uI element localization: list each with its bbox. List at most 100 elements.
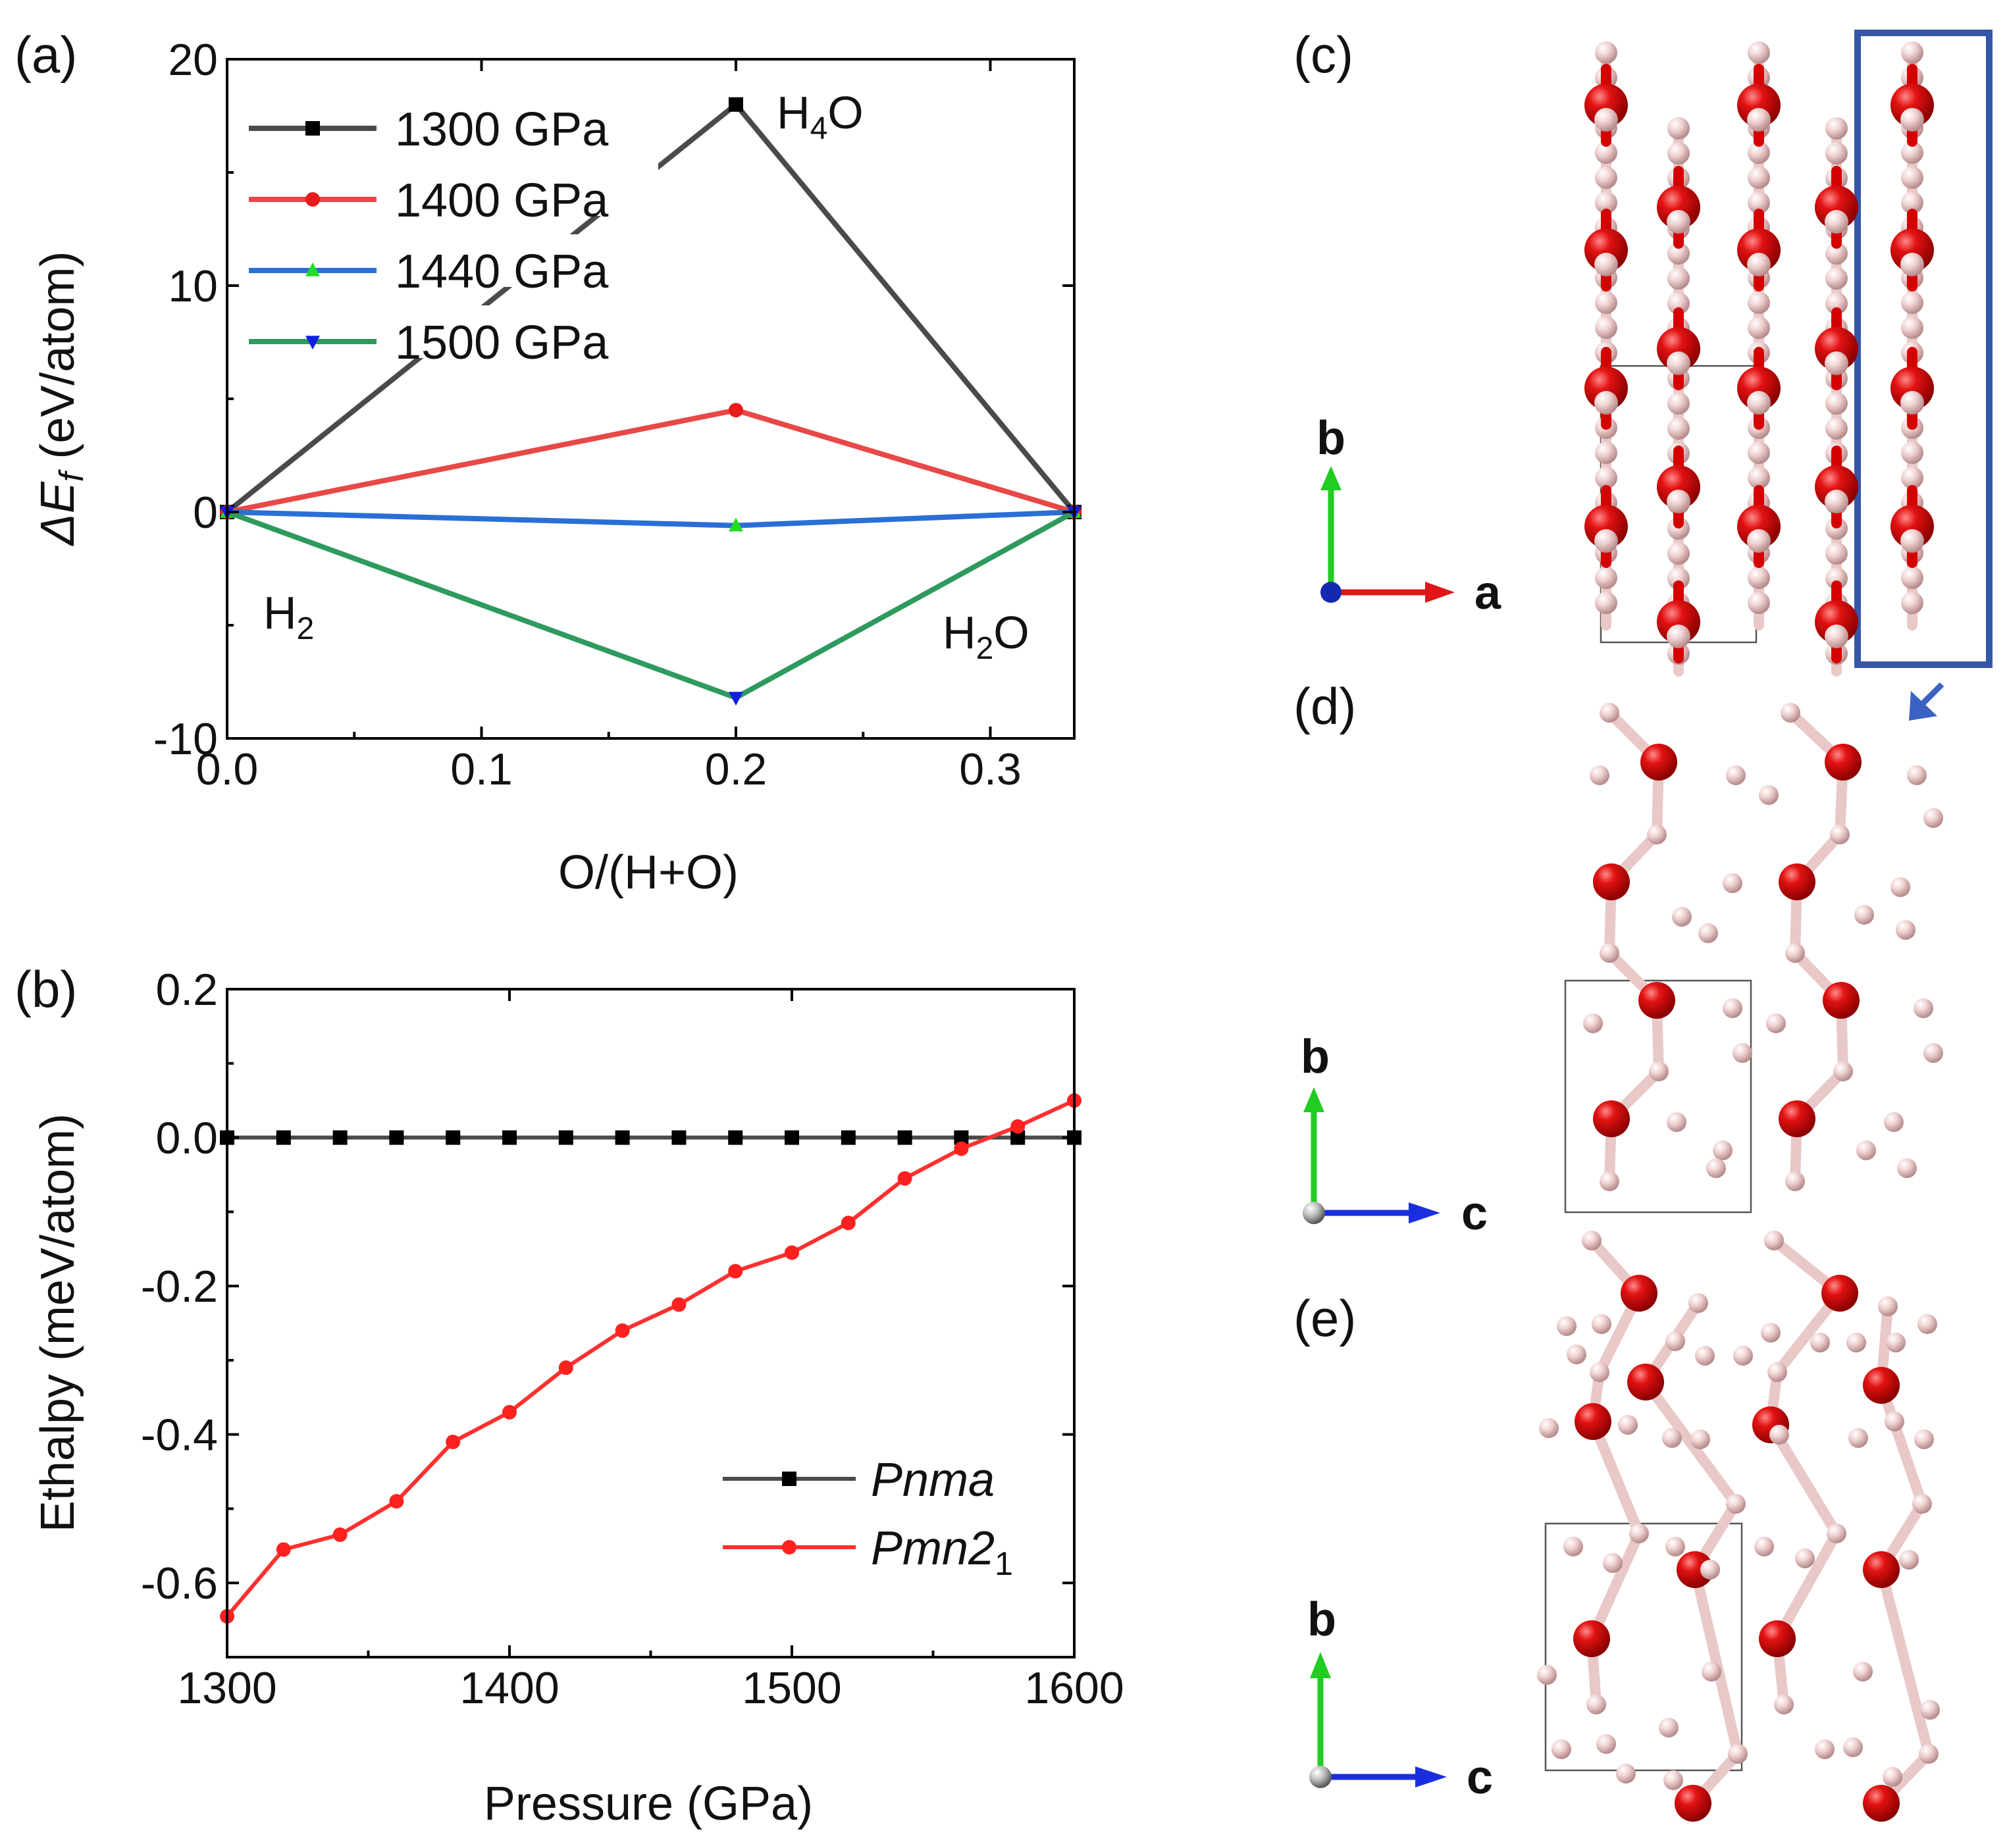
bond [1586, 1528, 1644, 1644]
hydrogen-atom [1748, 467, 1770, 489]
axis-origin-marker [1303, 1202, 1325, 1224]
data-point [615, 1323, 630, 1338]
oxygen-atom [1638, 982, 1675, 1019]
hydrogen-atom [1665, 1331, 1685, 1351]
hydrogen-atom [1594, 391, 1618, 415]
hydrogen-atom [1914, 1429, 1934, 1449]
hydrogen-atom [1825, 242, 1848, 265]
data-point [897, 1171, 912, 1186]
hydrogen-atom [1853, 1662, 1873, 1681]
y-tick-label: 0 [193, 488, 218, 538]
hydrogen-atom [1592, 1314, 1611, 1334]
hydrogen-atom [1785, 1171, 1805, 1191]
molecule-structure-e [1537, 1231, 1940, 1822]
hydrogen-atom [1901, 141, 1923, 164]
data-point [502, 1130, 517, 1145]
arrow-right-icon [1409, 1202, 1440, 1223]
axis-origin-marker [1320, 582, 1342, 603]
hydrogen-atom [1667, 625, 1690, 648]
series-line-3 [226, 509, 1076, 701]
hydrogen-atom [1748, 167, 1770, 189]
hydrogen-atom [1595, 467, 1617, 489]
hydrogen-atom [1595, 167, 1617, 189]
oxygen-atom [1821, 1275, 1858, 1312]
formula-annotation: H2 [263, 587, 314, 646]
unit-cell-box-d [1564, 979, 1752, 1214]
hydrogen-atom [1557, 1316, 1577, 1336]
hydrogen-atom [1665, 1537, 1685, 1556]
hydrogen-atom [1698, 923, 1718, 943]
hydrogen-atom [1900, 108, 1924, 132]
data-point [728, 692, 743, 706]
legend-marker [782, 1472, 796, 1486]
y-tick-label: -0.4 [141, 1410, 218, 1460]
data-point [446, 1130, 461, 1145]
hydrogen-atom [1825, 117, 1848, 140]
hydrogen-atom [1728, 1744, 1748, 1764]
hydrogen-atom [1649, 1062, 1669, 1081]
legend-bg [244, 163, 658, 216]
hydrogen-atom [1920, 1700, 1940, 1720]
legend-label: Pnma [871, 1454, 995, 1506]
arrow-right-icon [1425, 582, 1455, 603]
hydrogen-atom [1595, 141, 1617, 164]
chart-b-marks [220, 1093, 1082, 1624]
axis-label-d-horizontal: c [1461, 1187, 1488, 1240]
hydrogen-atom [1726, 765, 1746, 785]
hydrogen-atom [1748, 292, 1770, 314]
x-tick-label: 1500 [742, 1663, 841, 1713]
hydrogen-atom [1586, 1695, 1606, 1714]
hydrogen-atom [1667, 490, 1690, 513]
hydrogen-atom [1919, 1744, 1939, 1764]
chart-b-y-axis-label: Ethalpy (meV/atom) [32, 1114, 84, 1532]
unit-cell-box-e [1544, 1522, 1743, 1772]
hydrogen-atom [1667, 142, 1690, 165]
legend-label: 1500 GPa [395, 317, 609, 369]
arrow-right-icon [1415, 1766, 1447, 1787]
hydrogen-atom [1854, 905, 1874, 925]
bond [1690, 1564, 1743, 1759]
hydrogen-atom [1810, 1333, 1830, 1352]
hydrogen-atom [1767, 1362, 1787, 1382]
legend-marker [305, 121, 320, 136]
legend-bg [244, 234, 658, 287]
hydrogen-atom [1748, 442, 1770, 464]
hydrogen-atom [1629, 1524, 1649, 1543]
formula-annotation: H2O [943, 607, 1030, 666]
hydrogen-atom [1901, 467, 1923, 489]
chart-b-ticks: 1300 1400 1500 1600 0.2 0.0 -0.2 -0.4 -0.6 [141, 965, 1124, 1713]
hydrogen-atom [1907, 765, 1927, 785]
axes-triad-c: b a [1316, 412, 1501, 619]
hydrogen-atom [1567, 1345, 1586, 1364]
hydrogen-atom [1583, 1014, 1603, 1033]
molecule-structure-c [1584, 41, 1934, 677]
x-tick-label: 0.2 [705, 744, 768, 794]
data-point [332, 1130, 348, 1145]
legend-label: 1300 GPa [395, 103, 609, 156]
hydrogen-atom [1600, 943, 1619, 963]
hydrogen-atom [1901, 292, 1923, 314]
chart-a-x-axis-label: O/(H+O) [558, 846, 739, 899]
x-tick-label: 0.1 [450, 744, 513, 794]
chart-a-annotations: H4O H2 H2O [263, 87, 1030, 666]
oxygen-atom [1677, 1551, 1713, 1588]
hydrogen-atom [1747, 529, 1771, 553]
panel-label-c: (c) [1293, 26, 1353, 84]
hydrogen-atom [1825, 392, 1848, 415]
oxygen-atom [1621, 1275, 1657, 1312]
hydrogen-atom [1901, 442, 1923, 464]
legend-marker [305, 336, 320, 350]
hydrogen-atom [1885, 1412, 1904, 1431]
hydrogen-atom [1618, 1415, 1638, 1435]
hydrogen-atom [1901, 192, 1923, 214]
hydrogen-atom [1748, 567, 1770, 589]
formula-annotation: H4O [777, 87, 864, 146]
data-point [954, 1130, 969, 1145]
hydrogen-atom [1596, 1734, 1616, 1754]
data-point [954, 1141, 969, 1156]
oxygen-atom [1863, 1785, 1900, 1822]
hydrogen-atom [1825, 625, 1848, 648]
hydrogen-atom [1827, 1524, 1846, 1543]
hydrogen-atom [1595, 567, 1617, 589]
data-point [728, 1130, 743, 1145]
